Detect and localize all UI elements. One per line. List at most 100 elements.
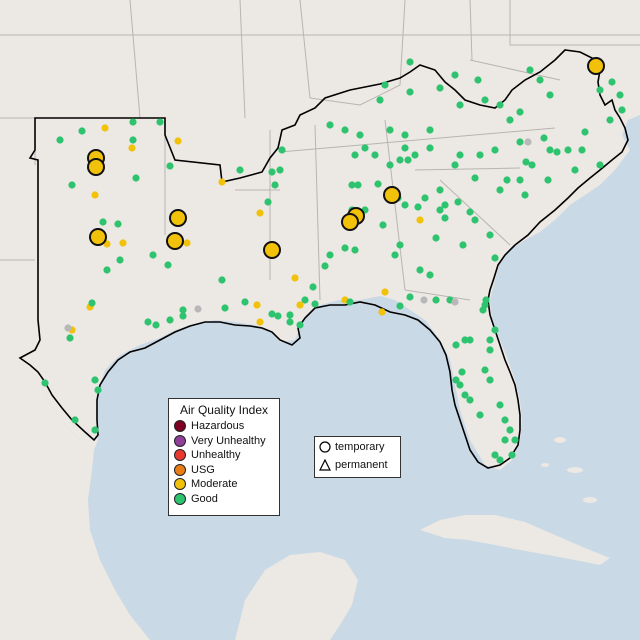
monitor-dot[interactable] <box>88 299 96 307</box>
monitor-dot[interactable] <box>496 456 504 464</box>
monitor-dot[interactable] <box>94 386 102 394</box>
monitor-dot[interactable] <box>461 391 469 399</box>
monitor-dot[interactable] <box>268 168 276 176</box>
monitor-dot[interactable] <box>491 146 499 154</box>
monitor-dot[interactable] <box>416 266 424 274</box>
monitor-dot[interactable] <box>64 324 72 332</box>
monitor-dot[interactable] <box>524 138 532 146</box>
monitor-dot[interactable] <box>253 301 261 309</box>
monitor-dot[interactable] <box>521 191 529 199</box>
monitor-dot[interactable] <box>276 166 284 174</box>
monitor-dot[interactable] <box>481 366 489 374</box>
monitor-dot[interactable] <box>420 296 428 304</box>
monitor-dot[interactable] <box>68 181 76 189</box>
monitor-dot[interactable] <box>396 302 404 310</box>
monitor-dot[interactable] <box>441 214 449 222</box>
monitor-dot[interactable] <box>278 146 286 154</box>
monitor-dot[interactable] <box>296 301 304 309</box>
monitor-dot[interactable] <box>616 91 624 99</box>
monitor-dot[interactable] <box>432 234 440 242</box>
monitor-dot[interactable] <box>166 316 174 324</box>
monitor-dot[interactable] <box>481 96 489 104</box>
monitor-dot[interactable] <box>503 176 511 184</box>
monitor-dot[interactable] <box>351 246 359 254</box>
monitor-dot[interactable] <box>346 298 354 306</box>
monitor-dot[interactable] <box>71 416 79 424</box>
monitor-dot[interactable] <box>341 126 349 134</box>
temporary-monitor-circle[interactable] <box>89 228 107 246</box>
monitor-dot[interactable] <box>546 146 554 154</box>
monitor-dot[interactable] <box>546 91 554 99</box>
monitor-dot[interactable] <box>236 166 244 174</box>
monitor-dot[interactable] <box>496 401 504 409</box>
monitor-dot[interactable] <box>129 136 137 144</box>
monitor-dot[interactable] <box>381 288 389 296</box>
monitor-dot[interactable] <box>459 241 467 249</box>
monitor-dot[interactable] <box>540 134 548 142</box>
monitor-dot[interactable] <box>149 251 157 259</box>
monitor-dot[interactable] <box>476 151 484 159</box>
monitor-dot[interactable] <box>183 239 191 247</box>
monitor-dot[interactable] <box>128 144 136 152</box>
monitor-dot[interactable] <box>426 271 434 279</box>
monitor-dot[interactable] <box>264 198 272 206</box>
temporary-monitor-circle[interactable] <box>587 57 605 75</box>
monitor-dot[interactable] <box>486 376 494 384</box>
monitor-dot[interactable] <box>458 368 466 376</box>
monitor-dot[interactable] <box>496 101 504 109</box>
monitor-dot[interactable] <box>452 341 460 349</box>
monitor-dot[interactable] <box>501 436 509 444</box>
monitor-dot[interactable] <box>456 151 464 159</box>
monitor-dot[interactable] <box>256 318 264 326</box>
monitor-dot[interactable] <box>286 318 294 326</box>
monitor-dot[interactable] <box>311 300 319 308</box>
monitor-dot[interactable] <box>341 244 349 252</box>
monitor-dot[interactable] <box>596 161 604 169</box>
monitor-dot[interactable] <box>103 266 111 274</box>
monitor-dot[interactable] <box>536 76 544 84</box>
monitor-dot[interactable] <box>356 131 364 139</box>
monitor-dot[interactable] <box>144 318 152 326</box>
temporary-monitor-circle[interactable] <box>169 209 187 227</box>
monitor-dot[interactable] <box>491 326 499 334</box>
monitor-dot[interactable] <box>386 126 394 134</box>
monitor-dot[interactable] <box>241 298 249 306</box>
monitor-dot[interactable] <box>396 156 404 164</box>
monitor-dot[interactable] <box>426 126 434 134</box>
monitor-dot[interactable] <box>391 251 399 259</box>
monitor-dot[interactable] <box>528 161 536 169</box>
monitor-dot[interactable] <box>354 181 362 189</box>
monitor-dot[interactable] <box>452 376 460 384</box>
monitor-dot[interactable] <box>461 336 469 344</box>
monitor-dot[interactable] <box>326 251 334 259</box>
monitor-dot[interactable] <box>491 254 499 262</box>
monitor-dot[interactable] <box>91 191 99 199</box>
monitor-dot[interactable] <box>436 206 444 214</box>
monitor-dot[interactable] <box>119 239 127 247</box>
monitor-dot[interactable] <box>451 161 459 169</box>
monitor-dot[interactable] <box>471 216 479 224</box>
monitor-dot[interactable] <box>378 308 386 316</box>
temporary-monitor-circle[interactable] <box>166 232 184 250</box>
monitor-dot[interactable] <box>174 137 182 145</box>
monitor-dot[interactable] <box>491 451 499 459</box>
monitor-dot[interactable] <box>606 116 614 124</box>
monitor-dot[interactable] <box>441 201 449 209</box>
monitor-dot[interactable] <box>296 321 304 329</box>
monitor-dot[interactable] <box>596 86 604 94</box>
monitor-dot[interactable] <box>608 78 616 86</box>
monitor-dot[interactable] <box>486 346 494 354</box>
monitor-dot[interactable] <box>553 148 561 156</box>
monitor-dot[interactable] <box>129 118 137 126</box>
monitor-dot[interactable] <box>501 416 509 424</box>
monitor-dot[interactable] <box>386 161 394 169</box>
monitor-dot[interactable] <box>571 166 579 174</box>
monitor-dot[interactable] <box>221 304 229 312</box>
temporary-monitor-circle[interactable] <box>383 186 401 204</box>
monitor-dot[interactable] <box>466 208 474 216</box>
monitor-dot[interactable] <box>274 312 282 320</box>
monitor-dot[interactable] <box>218 276 226 284</box>
monitor-dot[interactable] <box>506 426 514 434</box>
monitor-dot[interactable] <box>416 216 424 224</box>
